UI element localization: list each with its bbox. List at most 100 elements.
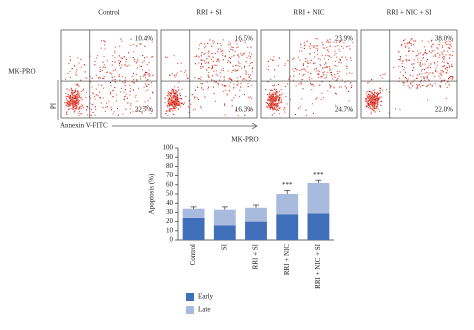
event-dot (70, 99, 72, 101)
event-dot (420, 59, 422, 62)
event-dot (271, 103, 273, 105)
event-dot (101, 84, 103, 86)
event-dot (201, 59, 203, 61)
event-dot (80, 79, 82, 81)
event-dot (239, 89, 241, 91)
event-dot (214, 64, 216, 66)
event-dot (276, 94, 278, 96)
event-dot (78, 112, 80, 114)
event-dot (409, 87, 411, 89)
event-dot (135, 73, 137, 75)
event-dot (118, 74, 120, 76)
event-dot (286, 103, 288, 105)
event-dot (170, 104, 172, 106)
event-dot (109, 93, 111, 95)
event-dot (270, 78, 272, 80)
event-dot (371, 100, 373, 102)
event-dot (235, 109, 237, 111)
event-dot (431, 44, 434, 46)
event-dot (412, 44, 415, 46)
event-dot (303, 73, 305, 75)
event-dot (124, 79, 126, 81)
event-dot (275, 97, 277, 99)
event-dot (76, 95, 78, 97)
event-dot (388, 112, 390, 114)
event-dot (349, 72, 351, 74)
event-dot (226, 93, 228, 95)
event-dot (333, 87, 335, 89)
event-dot (228, 56, 230, 59)
event-dot (300, 43, 302, 45)
event-dot (71, 96, 73, 98)
event-dot (367, 96, 369, 98)
event-dot (69, 55, 71, 57)
event-dot (408, 59, 410, 61)
event-dot (447, 43, 449, 45)
event-dot (171, 105, 173, 107)
event-dot (232, 46, 234, 49)
event-dot (350, 57, 352, 59)
event-dot (430, 63, 432, 65)
event-dot (222, 53, 224, 55)
event-dot (377, 98, 380, 100)
event-dot (236, 70, 238, 72)
event-dot (416, 85, 419, 87)
event-dot (273, 59, 275, 61)
event-dot (68, 108, 70, 110)
event-dot (338, 41, 341, 43)
quadrant-percent: 22.0% (435, 106, 453, 114)
event-dot (70, 87, 72, 89)
event-dot (119, 79, 121, 81)
event-dot (144, 45, 146, 47)
quadrant-percent: 22.7% (135, 106, 153, 114)
event-dot (375, 99, 377, 101)
event-dot (201, 52, 203, 54)
event-dot (184, 71, 186, 73)
event-dot (249, 57, 251, 59)
event-dot (269, 96, 271, 98)
event-dot (171, 103, 173, 105)
event-dot (125, 108, 127, 110)
event-dot (95, 109, 97, 111)
event-dot (437, 48, 439, 50)
event-dot (248, 76, 250, 78)
event-dot (369, 96, 371, 98)
event-dot (270, 101, 272, 103)
event-dot (279, 101, 282, 104)
event-dot (92, 103, 94, 105)
event-dot (367, 100, 369, 102)
event-dot (176, 94, 178, 96)
event-dot (292, 68, 294, 70)
event-dot (105, 72, 107, 74)
event-dot (136, 79, 138, 81)
event-dot (336, 79, 338, 81)
event-dot (92, 92, 94, 94)
event-dot (417, 61, 419, 63)
event-dot (175, 96, 177, 98)
event-dot (211, 64, 213, 67)
event-dot (372, 94, 374, 96)
event-dot (372, 90, 374, 92)
event-dot (230, 48, 232, 50)
event-dot (365, 106, 367, 108)
event-dot (248, 65, 250, 67)
event-dot (269, 108, 271, 110)
event-dot (213, 93, 215, 95)
event-dot (215, 70, 217, 72)
event-dot (67, 105, 69, 108)
event-dot (299, 59, 301, 61)
event-dot (293, 75, 295, 77)
event-dot (431, 84, 433, 86)
event-dot (120, 87, 123, 90)
event-dot (426, 59, 429, 61)
event-dot (309, 82, 312, 84)
event-dot (446, 62, 448, 64)
event-dot (278, 90, 280, 93)
event-dot (178, 104, 180, 106)
y-tick-label: 80 (166, 162, 174, 170)
event-dot (74, 102, 76, 104)
event-dot (175, 89, 177, 91)
event-dot (370, 103, 372, 105)
event-dot (174, 93, 176, 96)
event-dot (247, 96, 249, 98)
